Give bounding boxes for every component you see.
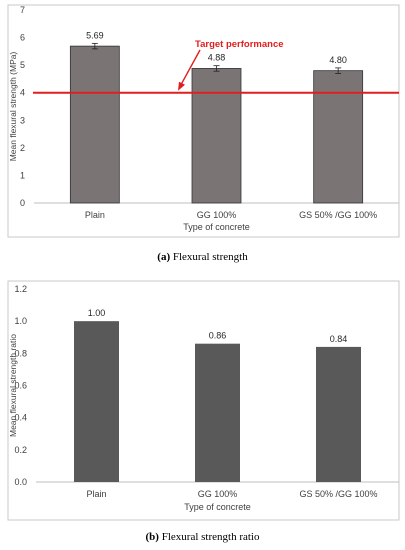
chart-b-x-tick: Plain xyxy=(86,489,106,499)
chart-a-y-label: Mean flexural strength (MPa) xyxy=(8,52,18,162)
caption-a-text: Flexural strength xyxy=(172,251,248,263)
chart-b-y-tick: 1.0 xyxy=(14,316,27,326)
chart-a-target-label: Target performance xyxy=(195,39,284,50)
chart-a-target-arrowhead xyxy=(178,81,185,91)
chart-b-y-tick: 0.0 xyxy=(14,477,27,487)
chart-a-y-tick: 7 xyxy=(20,5,25,15)
chart-b-y-tick: 0.4 xyxy=(14,413,27,423)
chart-b-x-tick: GG 100% xyxy=(198,489,238,499)
chart-b-y-tick: 0.2 xyxy=(14,445,27,455)
chart-b-frame xyxy=(7,280,400,521)
chart-b-y-tick: 0.8 xyxy=(14,348,27,358)
chart-b-y-tick: 1.2 xyxy=(14,284,27,294)
chart-a-data-label: 4.80 xyxy=(329,55,347,65)
chart-a-y-tick: 6 xyxy=(20,33,25,43)
chart-a-bar xyxy=(191,68,242,204)
chart-b-x-label: Type of concrete xyxy=(184,502,251,512)
chart-b-bar xyxy=(74,321,119,482)
chart-a-data-label: 4.88 xyxy=(208,53,226,63)
chart-a-frame xyxy=(7,4,400,238)
caption-b-text: Flexural strength ratio xyxy=(161,531,260,543)
chart-b-data-label: 0.86 xyxy=(209,331,227,341)
chart-a-y-tick: 2 xyxy=(20,143,25,153)
chart-a-y-tick: 1 xyxy=(20,170,25,180)
chart-a-y-tick: 4 xyxy=(20,88,25,98)
chart-a-x-label: Type of concrete xyxy=(183,222,250,232)
chart-b-bar xyxy=(195,343,240,482)
chart-a-y-tick: 0 xyxy=(20,198,25,208)
chart-a-data-label: 5.69 xyxy=(86,30,104,40)
chart-a-target-arrow xyxy=(180,49,201,86)
chart-b-data-label: 1.00 xyxy=(88,308,106,318)
chart-b-data-label: 0.84 xyxy=(330,334,348,344)
chart-b-y-tick: 0.6 xyxy=(14,381,27,391)
caption-a-label: (a) xyxy=(157,251,171,263)
caption-b-label: (b) xyxy=(145,531,159,543)
caption-a: (a) Flexural strength xyxy=(0,251,405,263)
chart-a-bar xyxy=(313,70,364,204)
chart-a-x-tick: GS 50% /GG 100% xyxy=(299,210,377,220)
chart-b-y-label: Mean flexural strength ratio xyxy=(8,334,18,437)
chart-a-x-tick: Plain xyxy=(85,210,105,220)
chart-b-x-tick: GS 50% /GG 100% xyxy=(299,489,377,499)
chart-a-y-tick: 3 xyxy=(20,115,25,125)
caption-b: (b) Flexural strength ratio xyxy=(0,531,405,543)
chart-a-bar xyxy=(69,45,120,204)
chart-a-y-tick: 5 xyxy=(20,60,25,70)
chart-b-bar xyxy=(316,346,361,482)
chart-a-x-tick: GG 100% xyxy=(197,210,237,220)
